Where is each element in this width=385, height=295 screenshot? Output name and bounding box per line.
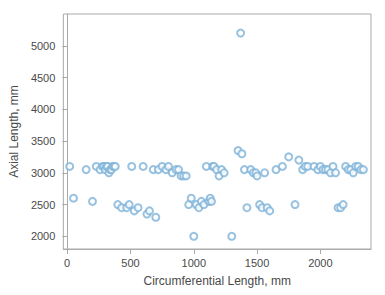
svg-text:0: 0 xyxy=(64,257,70,269)
svg-text:3500: 3500 xyxy=(31,135,55,147)
svg-text:2000: 2000 xyxy=(31,230,55,242)
svg-text:4000: 4000 xyxy=(31,103,55,115)
svg-text:Circumferential Length, mm: Circumferential Length, mm xyxy=(143,274,290,288)
svg-text:4500: 4500 xyxy=(31,72,55,84)
svg-text:1500: 1500 xyxy=(245,257,269,269)
svg-text:2000: 2000 xyxy=(308,257,332,269)
svg-text:2500: 2500 xyxy=(31,199,55,211)
svg-text:5000: 5000 xyxy=(31,40,55,52)
svg-text:Axial Length, mm: Axial Length, mm xyxy=(7,85,21,178)
svg-text:1000: 1000 xyxy=(182,257,206,269)
svg-text:3000: 3000 xyxy=(31,167,55,179)
svg-text:500: 500 xyxy=(121,257,139,269)
